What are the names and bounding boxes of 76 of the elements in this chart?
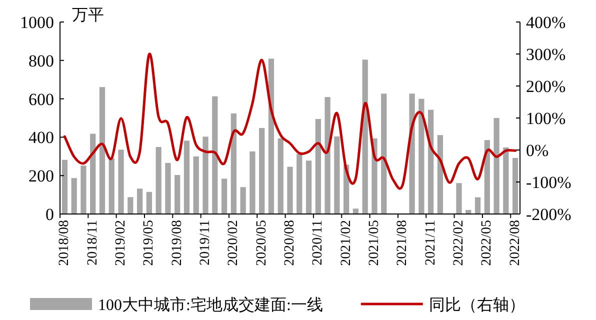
y2-tick-label: 200%	[526, 77, 566, 96]
bar	[118, 150, 124, 214]
bar	[296, 154, 302, 214]
bar	[230, 113, 236, 214]
bar	[221, 178, 228, 214]
x-tick-label: 2022/02	[451, 220, 466, 266]
bar	[474, 197, 481, 214]
legend-label: 同比（右轴）	[428, 296, 525, 314]
bar	[202, 136, 208, 214]
y2-tick-label: 300%	[526, 45, 566, 64]
bar	[494, 118, 500, 214]
bar	[193, 156, 199, 214]
bar	[306, 160, 312, 214]
y-axis-title: 万平	[72, 7, 104, 24]
bar	[108, 158, 114, 214]
y-tick-label: 400	[28, 128, 54, 148]
bar	[315, 118, 321, 214]
bar	[250, 151, 256, 214]
legend-label: 100大中城市:宅地成交建面:一线	[98, 296, 323, 314]
bar	[62, 160, 68, 214]
x-tick-label: 2019/02	[114, 220, 129, 266]
x-tick-label: 2021/02	[338, 220, 354, 266]
bar	[146, 192, 152, 214]
bar	[324, 97, 330, 214]
bar	[278, 138, 284, 214]
x-tick-label: 2022/08	[508, 220, 523, 266]
y2-tick-label: 400%	[526, 13, 566, 32]
bar	[362, 60, 368, 214]
x-tick-label: 2018/08	[57, 220, 72, 266]
y-tick-label: 800	[28, 51, 54, 70]
bar	[212, 96, 218, 214]
y-tick-label: 0	[46, 205, 54, 224]
y-tick-label: 600	[28, 90, 54, 109]
x-tick-label: 2019/11	[198, 220, 214, 266]
x-tick-label: 2022/05	[480, 220, 495, 266]
bar	[287, 166, 293, 214]
bar	[136, 188, 143, 214]
x-tick-label: 2018/11	[85, 220, 100, 266]
bar	[184, 140, 190, 214]
bar	[352, 208, 359, 214]
x-tick-label: 2019/08	[170, 220, 185, 266]
bar	[418, 98, 424, 214]
bar	[174, 175, 180, 214]
y2-tick-label: 100%	[526, 109, 566, 128]
bar	[334, 136, 340, 214]
bar	[437, 135, 444, 214]
bar	[456, 183, 462, 214]
bar	[71, 178, 77, 214]
bar	[512, 158, 518, 214]
x-tick-label: 2019/05	[142, 220, 157, 266]
bar	[90, 134, 96, 214]
bar	[99, 87, 106, 214]
bar	[381, 94, 387, 214]
bar	[268, 58, 274, 214]
bar	[240, 187, 246, 214]
x-tick-label: 2021/08	[395, 220, 410, 266]
bar	[409, 94, 415, 214]
x-tick-label: 2021/05	[366, 220, 382, 266]
bar	[165, 162, 171, 214]
bar	[156, 146, 162, 214]
y2-tick-label: -100%	[526, 173, 572, 192]
bar	[128, 197, 134, 214]
x-tick-label: 2020/02	[226, 220, 242, 266]
x-tick-label: 2020/08	[282, 220, 298, 266]
x-tick-label: 2020/05	[254, 220, 270, 266]
bar	[503, 147, 509, 214]
bar	[428, 110, 434, 214]
x-tick-label: 2020/11	[310, 220, 326, 266]
bar	[484, 140, 490, 214]
bar	[259, 128, 265, 214]
y-tick-label: 200	[28, 166, 54, 186]
x-tick-label: 2021/11	[423, 220, 438, 266]
bar	[80, 166, 86, 214]
y-tick-label: 1000	[20, 13, 54, 32]
y2-tick-label: 0%	[526, 141, 549, 160]
y2-tick-label: -200%	[526, 205, 572, 224]
